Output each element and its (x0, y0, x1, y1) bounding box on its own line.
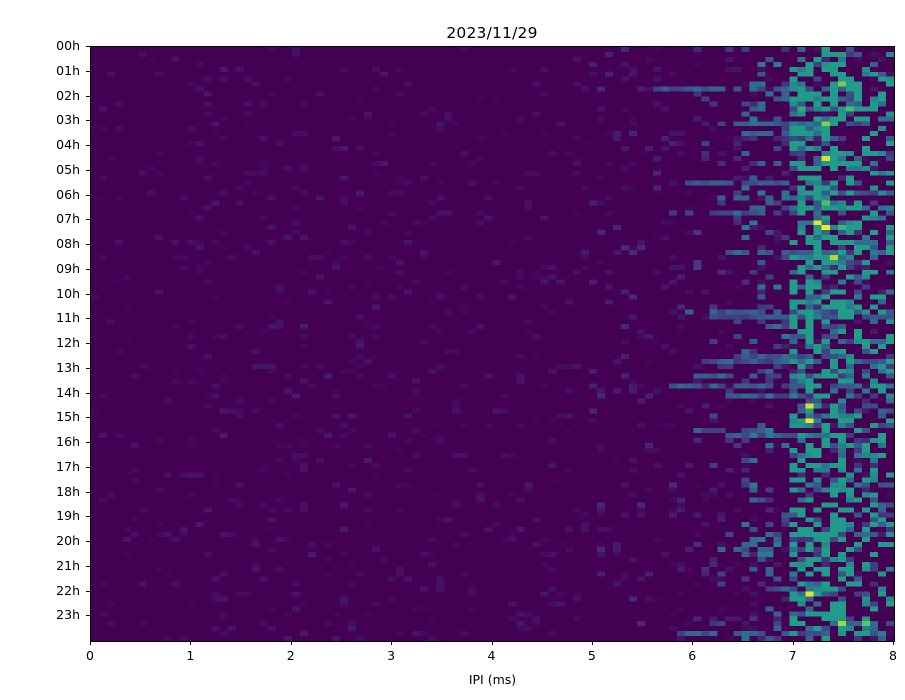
y-tick-label: 09h (56, 260, 80, 276)
y-tick-mark (86, 417, 90, 419)
y-tick-label: 19h (56, 508, 80, 524)
x-axis: 0 1 2 3 4 5 6 7 8 (86, 641, 897, 681)
y-tick-mark (86, 293, 90, 295)
y-axis: 00h 01h 02h 03h 04h 05h 06h 07h 08h 09h 10h 11h 12h 1… (0, 38, 90, 640)
x-tick-mark (692, 641, 694, 645)
y-tick-label: 07h (56, 211, 80, 227)
y-tick-mark (86, 466, 90, 468)
y-tick-label: 08h (56, 236, 80, 251)
y-tick-label: 01h (56, 62, 80, 78)
y-tick-mark (86, 219, 90, 221)
heatmap-plot-area (90, 46, 895, 642)
x-tick-mark (90, 641, 91, 645)
x-tick-mark (792, 641, 794, 645)
x-tick-mark (491, 641, 493, 645)
y-tick-mark (86, 491, 90, 493)
x-tick-label: 8 (889, 648, 897, 663)
y-tick-label: 14h (56, 384, 80, 400)
y-tick-label: 12h (56, 335, 80, 350)
y-tick-mark (86, 516, 90, 518)
y-tick-label: 11h (56, 310, 80, 326)
y-tick-mark (86, 615, 90, 617)
y-tick-mark (86, 169, 90, 171)
y-tick-label: 15h (56, 409, 80, 425)
y-tick-mark (86, 268, 90, 270)
y-tick-label: 13h (56, 359, 80, 375)
y-tick-label: 05h (56, 161, 80, 177)
y-tick-label: 23h (56, 607, 80, 623)
y-tick-label: 20h (56, 533, 80, 548)
y-tick-mark (86, 541, 90, 542)
y-tick-mark (86, 194, 90, 196)
x-tick-label: 5 (587, 648, 596, 663)
x-tick-mark (591, 641, 593, 645)
x-tick-label: 7 (788, 648, 797, 663)
y-tick-mark (86, 318, 90, 320)
y-tick-label: 04h (56, 137, 80, 152)
y-tick-mark (86, 145, 90, 146)
x-tick-mark (290, 641, 292, 645)
x-tick-label: 3 (387, 648, 396, 663)
page-title: 2023/11/29 (446, 24, 538, 42)
x-tick-label: 2 (286, 648, 295, 663)
y-tick-label: 06h (56, 186, 80, 202)
y-tick-mark (86, 70, 90, 72)
y-tick-label: 21h (56, 557, 80, 573)
x-tick-label: 1 (186, 648, 195, 663)
y-tick-label: 10h (56, 285, 80, 301)
y-tick-mark (86, 442, 90, 443)
y-tick-mark (86, 95, 90, 97)
x-tick-mark (893, 641, 894, 645)
y-tick-label: 22h (56, 582, 80, 598)
y-tick-label: 17h (56, 458, 80, 474)
y-tick-label: 00h (56, 38, 80, 53)
y-tick-mark (86, 565, 90, 567)
y-tick-label: 18h (56, 483, 80, 499)
y-tick-label: 03h (56, 112, 80, 128)
y-tick-mark (86, 392, 90, 394)
y-tick-mark (86, 590, 90, 592)
y-tick-mark (86, 46, 90, 47)
x-tick-mark (391, 641, 393, 645)
x-tick-label: 6 (688, 648, 697, 663)
x-tick-label: 0 (86, 648, 94, 663)
y-tick-mark (86, 120, 90, 122)
x-tick-label: 4 (487, 648, 496, 663)
heatmap-image (91, 47, 894, 641)
y-tick-mark (86, 244, 90, 245)
y-tick-mark (86, 367, 90, 369)
y-tick-label: 02h (56, 87, 80, 103)
x-tick-mark (190, 641, 192, 645)
x-axis-label: IPI (ms) (468, 672, 517, 687)
y-tick-label: 16h (56, 434, 80, 449)
y-tick-mark (86, 343, 90, 344)
